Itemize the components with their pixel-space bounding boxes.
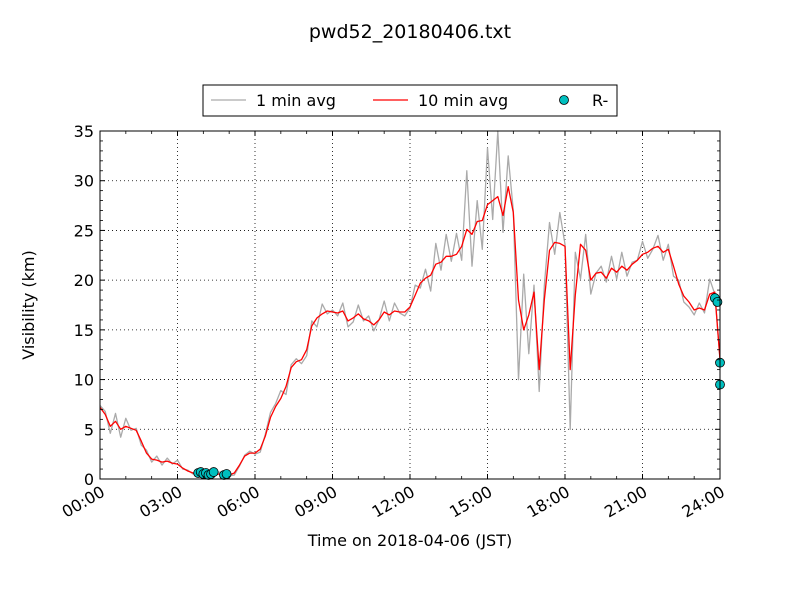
grid <box>100 131 720 479</box>
y-tick-label: 10 <box>74 371 94 390</box>
legend-label-r-minus: R- <box>592 91 608 110</box>
legend: 1 min avg 10 min avg R- <box>202 84 618 117</box>
y-tick-labels: 0 5 10 15 20 25 30 35 <box>74 122 94 489</box>
y-tick-label: 35 <box>74 122 94 141</box>
r-minus-marker <box>208 467 219 477</box>
y-tick-label: 30 <box>74 172 94 191</box>
r-minus-marker <box>221 469 232 479</box>
y-tick-label: 25 <box>74 221 94 240</box>
chart-title: pwd52_20180406.txt <box>309 21 511 43</box>
axis-ticks <box>99 130 721 480</box>
legend-box <box>202 84 618 117</box>
y-tick-label: 0 <box>84 470 94 489</box>
y-tick-label: 20 <box>74 271 94 290</box>
legend-label-10-min-avg: 10 min avg <box>418 91 508 110</box>
y-axis-label: Visibility (km) <box>19 250 38 359</box>
x-axis-label: Time on 2018-04-06 (JST) <box>307 531 512 550</box>
legend-label-1-min-avg: 1 min avg <box>256 91 336 110</box>
r-minus-marker <box>712 297 723 307</box>
legend-swatch-r-minus <box>559 95 569 105</box>
y-tick-label: 5 <box>84 420 94 439</box>
y-tick-label: 15 <box>74 321 94 340</box>
